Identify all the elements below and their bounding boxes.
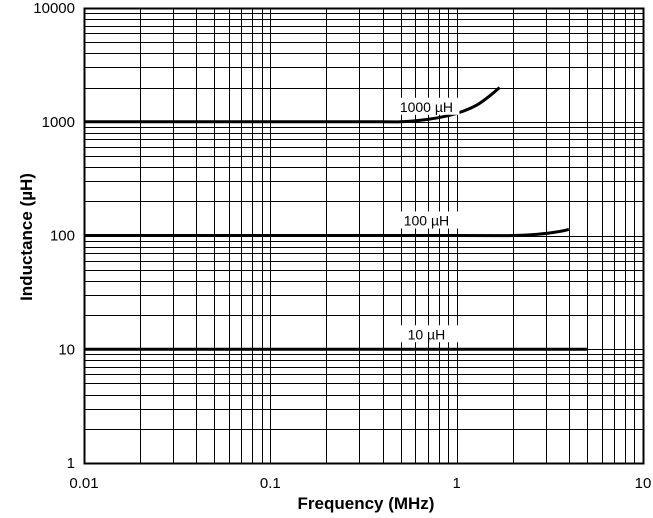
x-tick-label: 0.1 [260, 475, 281, 492]
series-label: 1000 µH [400, 99, 453, 115]
series-label: 100 µH [404, 213, 449, 229]
series-labels: 1000 µH 100 µH 10 µH [393, 98, 459, 343]
y-tick-label: 1 [67, 455, 75, 472]
y-tick-label: 1000 [42, 114, 75, 131]
series-label: 10 µH [408, 326, 446, 342]
y-axis-title: Inductance (µH) [17, 173, 36, 301]
x-tick-label: 0.01 [69, 475, 98, 492]
y-tick-label: 10 [58, 341, 75, 358]
y-tick-labels: 1 10 100 1000 10000 [33, 0, 75, 472]
x-tick-label: 1 [452, 475, 460, 492]
x-axis-title: Frequency (MHz) [298, 494, 435, 513]
x-tick-label: 10 [635, 475, 652, 492]
x-tick-labels: 0.01 0.1 1 10 [69, 475, 651, 492]
y-tick-label: 100 [50, 228, 75, 245]
series-layer [84, 88, 587, 350]
y-tick-label: 10000 [33, 0, 75, 17]
